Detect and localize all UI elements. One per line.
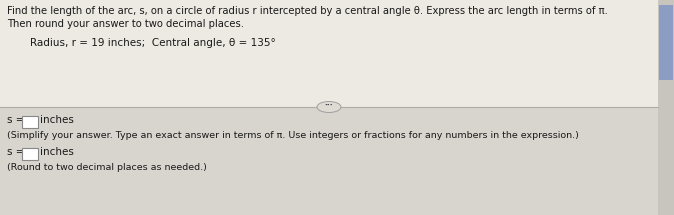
Text: s =: s =: [7, 115, 24, 125]
Bar: [658, 0, 674, 215]
Text: inches: inches: [40, 147, 74, 157]
Bar: [0, 107, 658, 215]
Bar: [22, 148, 38, 160]
Text: inches: inches: [40, 115, 74, 125]
Ellipse shape: [317, 101, 341, 112]
Bar: [659, 5, 673, 80]
Bar: [22, 116, 38, 128]
Text: Then round your answer to two decimal places.: Then round your answer to two decimal pl…: [7, 19, 244, 29]
Text: Radius, r = 19 inches;  Central angle, θ = 135°: Radius, r = 19 inches; Central angle, θ …: [30, 38, 276, 48]
Text: s =: s =: [7, 147, 24, 157]
Text: (Round to two decimal places as needed.): (Round to two decimal places as needed.): [7, 163, 207, 172]
Text: (Simplify your answer. Type an exact answer in terms of π. Use integers or fract: (Simplify your answer. Type an exact ans…: [7, 131, 579, 140]
Text: Find the length of the arc, s, on a circle of radius r intercepted by a central : Find the length of the arc, s, on a circ…: [7, 6, 608, 16]
Text: ···: ···: [325, 102, 334, 111]
Bar: [0, 0, 658, 107]
